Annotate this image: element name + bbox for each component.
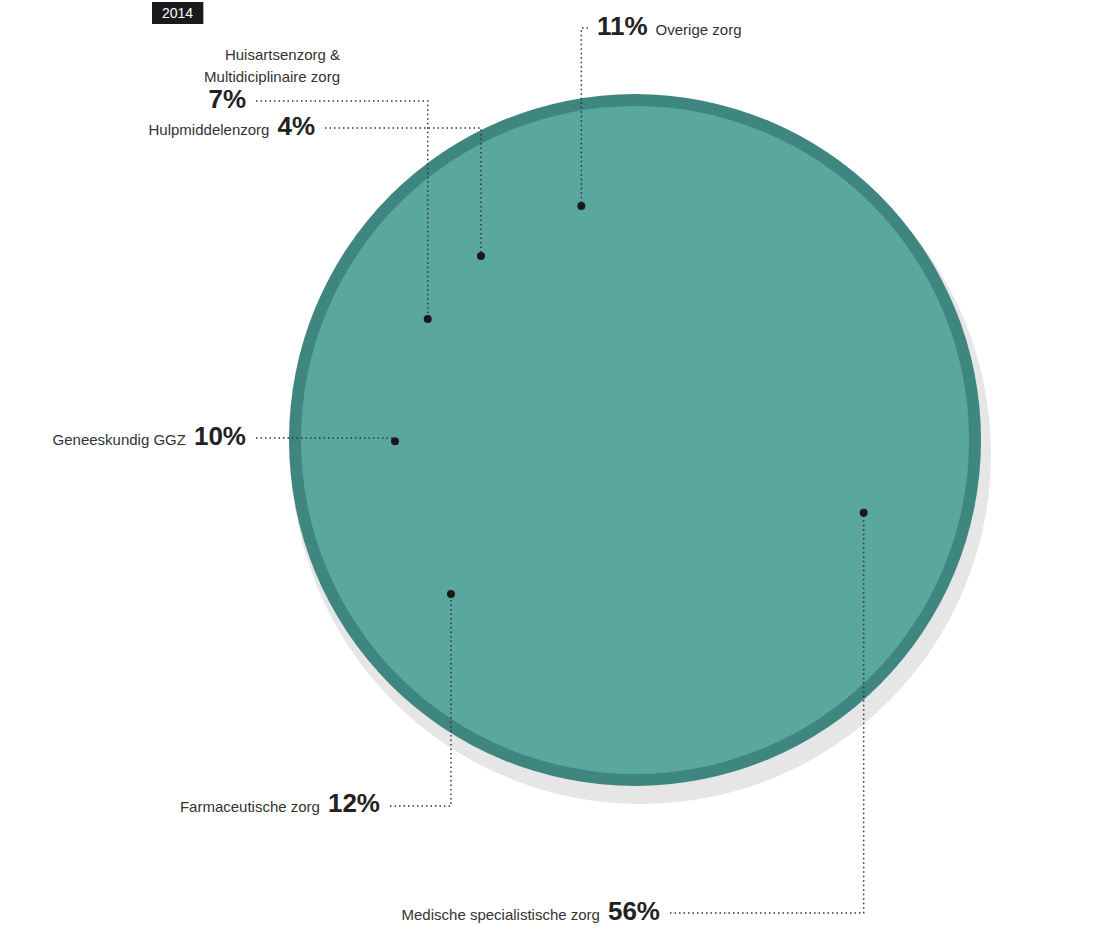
category-label: Overige zorg — [656, 21, 742, 38]
data-label: 56% — [608, 896, 660, 926]
slice-label: 11% Overige zorg — [597, 11, 741, 41]
leader-dot — [447, 590, 455, 598]
pie-slice — [331, 440, 635, 721]
leader-line — [325, 128, 481, 256]
slices — [315, 120, 955, 760]
leaders — [256, 28, 868, 913]
data-label: 12% — [328, 788, 380, 818]
leader-line — [256, 101, 428, 319]
pie-slice — [400, 171, 635, 440]
category-label: Medische specialistische zorg — [402, 906, 600, 923]
chart: 2014 Medische specialistische zorg 56% Farm… — [0, 0, 1114, 940]
leader-dot — [477, 252, 485, 260]
pie-slice — [315, 343, 635, 541]
bowl — [289, 94, 991, 804]
pie-slice — [462, 120, 673, 440]
title-box — [152, 2, 203, 24]
leader-dot — [577, 202, 585, 210]
slice-label: Medische specialistische zorg 56% — [402, 896, 660, 926]
leader-dot — [860, 509, 868, 517]
title-group: 2014 — [152, 2, 203, 24]
labels: Medische specialistische zorg 56% Farmaceu… — [53, 11, 742, 926]
leader-dot — [391, 437, 399, 445]
category-label-line: Multidiciplinaire zorg — [204, 68, 340, 85]
slice-label: Farmaceutische zorg 12% — [180, 788, 380, 818]
category-label: Geneeskundig GGZ — [53, 431, 186, 448]
category-label-line: Huisartsenzorg & — [225, 46, 340, 63]
data-label: 7% — [208, 84, 246, 114]
leader-dot — [424, 315, 432, 323]
leader-line — [670, 513, 864, 913]
slice-label: Hulpmiddelenzorg 4% — [149, 111, 315, 141]
slice-label: Geneeskundig GGZ 10% — [53, 421, 246, 451]
data-label: 10% — [194, 421, 246, 451]
data-label: 4% — [277, 111, 315, 141]
bowl-rim — [289, 94, 981, 786]
pie-slice — [330, 222, 635, 440]
title: 2014 — [162, 5, 193, 21]
category-label: Farmaceutische zorg — [180, 798, 320, 815]
category-label: Hulpmiddelenzorg — [149, 121, 270, 138]
leader-line — [390, 594, 451, 806]
category-label: Huisartsenzorg & Multidiciplinaire zorg — [204, 46, 340, 85]
leader-line — [256, 438, 395, 441]
bowl-inner — [301, 106, 969, 774]
pie-slice — [482, 122, 955, 760]
leader-line — [581, 28, 588, 206]
data-label: 11% — [597, 11, 648, 41]
